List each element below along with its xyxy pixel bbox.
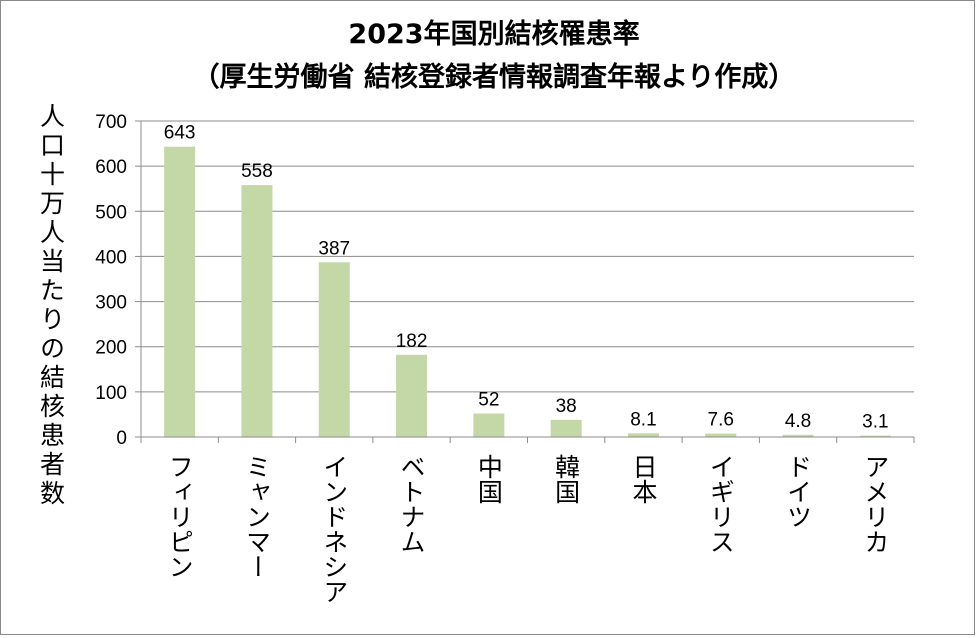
x-tick-label: アメリカ: [861, 454, 890, 554]
y-tick-label: 300: [95, 293, 127, 314]
y-tick-label: 700: [95, 112, 127, 133]
bar-0: [164, 146, 196, 437]
x-tick-label: 日本: [629, 454, 658, 504]
x-tick-label: ミャンマー: [242, 454, 271, 579]
data-label: 643: [164, 123, 196, 144]
bars: [164, 146, 891, 437]
y-tick-label: 500: [95, 202, 127, 223]
x-tick-label: インドネシア: [320, 454, 349, 604]
bar-5: [550, 419, 582, 437]
y-tick-label: 200: [95, 338, 127, 359]
y-tick-label: 100: [95, 383, 127, 404]
x-tick-label: 中国: [474, 454, 503, 504]
data-label: 3.1: [862, 412, 888, 433]
data-label: 52: [478, 390, 499, 411]
labels: 0 100 200 300 400 500 600 700 643 フィリピン 558 ミャンマー 38…: [95, 112, 890, 604]
data-label: 387: [318, 238, 350, 259]
axes: [135, 120, 915, 443]
x-tick-label: ドイツ: [784, 454, 813, 529]
bar-1: [241, 185, 273, 437]
data-label: 558: [241, 161, 273, 182]
data-label: 7.6: [708, 410, 734, 431]
y-axis-title: 人口十万人当たりの結核患者数: [37, 103, 66, 509]
bar-7: [705, 433, 737, 437]
data-label: 182: [396, 331, 428, 352]
bar-8: [782, 434, 814, 437]
x-tick-label: フィリピン: [165, 454, 194, 579]
bar-4: [473, 413, 505, 437]
bar-2: [318, 262, 350, 437]
x-tick-label: ベトナム: [397, 454, 426, 554]
bar-6: [627, 433, 659, 437]
y-tick-label: 600: [95, 157, 127, 178]
chart-subtitle: （厚生労働省 結核登録者情報調査年報より作成）: [193, 61, 796, 93]
y-axis-label: 人口十万人当たりの結核患者数: [37, 103, 66, 509]
data-label: 4.8: [785, 411, 811, 432]
x-tick-label: 韓国: [552, 454, 581, 504]
y-tick-label: 400: [95, 247, 127, 268]
y-tick-label: 0: [116, 428, 127, 449]
data-label: 38: [556, 396, 577, 417]
x-tick-label: イギリス: [706, 454, 735, 554]
bar-9: [859, 435, 891, 437]
bar-3: [396, 354, 428, 437]
chart-title: 2023年国別結核罹患率: [348, 18, 639, 50]
data-label: 8.1: [630, 409, 656, 430]
